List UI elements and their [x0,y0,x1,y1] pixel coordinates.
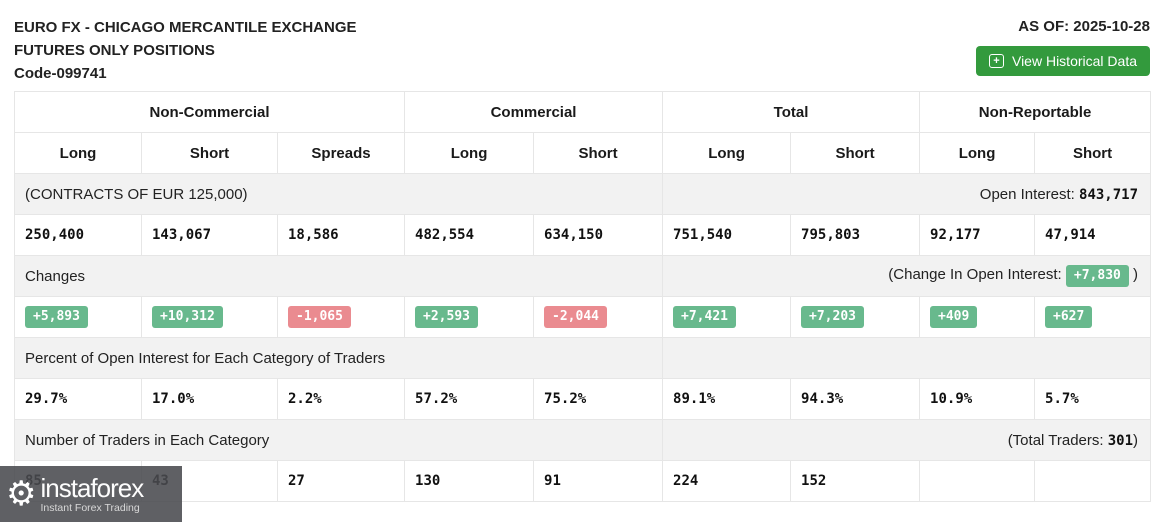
positions-cell: 751,540 [662,214,792,256]
positions-cell: 250,400 [14,214,142,256]
total-traders-value: 301 [1107,432,1134,449]
total-traders-prefix: (Total Traders: [1007,431,1108,449]
page-subtitle: FUTURES ONLY POSITIONS [14,42,215,59]
percent-label: Percent of Open Interest for Each Catego… [13,337,664,379]
column-header-row: Long Short Spreads Long Short Long Short… [14,132,1152,174]
change-badge: +10,312 [152,305,223,329]
percent-cell: 89.1% [662,378,792,420]
group-non-reportable: Non-Reportable [919,91,1152,133]
percent-band-empty [662,337,1152,379]
col-nonrep-long: Long [919,132,1036,174]
traders-cell [919,460,1036,502]
change-oi-badge: +7,830 [1065,264,1129,288]
open-interest-cell: Open Interest: 843,717 [662,173,1152,215]
positions-cell: 634,150 [533,214,664,256]
positions-row: 250,400 143,067 18,586 482,554 634,150 7… [14,214,1152,256]
contract-code: Code-099741 [14,65,107,82]
change-cell: +5,893 [14,296,142,338]
instaforex-logo: ⚙ instaforex Instant Forex Trading [0,466,182,522]
traders-cell: 27 [276,460,406,502]
group-non-commercial: Non-Commercial [13,91,406,133]
change-oi-suffix: ) [1128,265,1139,283]
change-badge: +409 [930,305,978,329]
col-total-long: Long [662,132,792,174]
header-right: AS OF: 2025-10-28 + View Historical Data [975,16,1150,76]
change-cell: +2,593 [404,296,535,338]
contracts-band-row: (CONTRACTS OF EUR 125,000) Open Interest… [13,173,1152,215]
percent-cell: 17.0% [141,378,278,420]
cot-positions-table: Non-Commercial Commercial Total Non-Repo… [13,91,1152,502]
gear-icon: ⚙ [6,474,37,514]
traders-row: 85 43 27 130 91 224 152 [14,460,1152,502]
change-badge: +7,421 [673,305,736,329]
positions-cell: 143,067 [141,214,278,256]
col-nonrep-short: Short [1034,132,1152,174]
changes-row: +5,893 +10,312 -1,065 +2,593 -2,044 +7,4… [14,296,1152,338]
as-of-date: AS OF: 2025-10-28 [1018,18,1150,35]
group-total: Total [662,91,921,133]
col-noncomm-spreads: Spreads [276,132,406,174]
col-comm-short: Short [533,132,664,174]
contracts-label: (CONTRACTS OF EUR 125,000) [13,173,664,215]
positions-cell: 92,177 [919,214,1036,256]
positions-cell: 795,803 [790,214,921,256]
col-noncomm-short: Short [141,132,278,174]
traders-cell: 91 [533,460,664,502]
calendar-plus-icon: + [988,54,1004,68]
change-badge: -2,044 [544,305,607,329]
positions-cell: 18,586 [276,214,406,256]
change-oi-prefix: (Change In Open Interest: [888,265,1066,283]
view-historical-data-label: View Historical Data [1011,53,1137,69]
col-total-short: Short [790,132,921,174]
change-badge: +5,893 [25,305,88,329]
traders-cell: 224 [662,460,792,502]
page-header: EURO FX - CHICAGO MERCANTILE EXCHANGE FU… [0,0,1164,91]
percent-cell: 29.7% [14,378,142,420]
open-interest-value: 843,717 [1079,186,1139,203]
change-cell: -1,065 [276,296,406,338]
change-badge: +7,203 [801,305,864,329]
instaforex-tagline: Instant Forex Trading [40,501,140,514]
percent-cell: 75.2% [533,378,664,420]
traders-cell: 130 [404,460,535,502]
positions-cell: 482,554 [404,214,535,256]
change-badge: -1,065 [288,305,351,329]
percent-row: 29.7% 17.0% 2.2% 57.2% 75.2% 89.1% 94.3%… [14,378,1152,420]
traders-cell [1034,460,1152,502]
change-cell: +627 [1034,296,1152,338]
change-cell: +10,312 [141,296,278,338]
percent-cell: 57.2% [404,378,535,420]
total-traders-cell: (Total Traders: 301) [662,419,1152,461]
percent-cell: 94.3% [790,378,921,420]
percent-band-row: Percent of Open Interest for Each Catego… [13,337,1152,379]
change-open-interest-cell: (Change In Open Interest: +7,830 ) [662,255,1152,297]
positions-cell: 47,914 [1034,214,1152,256]
traders-cell: 152 [790,460,921,502]
percent-cell: 2.2% [276,378,406,420]
change-badge: +2,593 [415,305,478,329]
page-title: EURO FX - CHICAGO MERCANTILE EXCHANGE [14,19,357,36]
change-cell: -2,044 [533,296,664,338]
percent-cell: 5.7% [1034,378,1152,420]
col-comm-long: Long [404,132,535,174]
change-cell: +409 [919,296,1036,338]
change-cell: +7,203 [790,296,921,338]
group-header-row: Non-Commercial Commercial Total Non-Repo… [13,91,1152,133]
change-badge: +627 [1045,305,1093,329]
instaforex-brand-text: instaforex [40,472,144,503]
changes-band-row: Changes (Change In Open Interest: +7,830… [13,255,1152,297]
open-interest-label: Open Interest: [979,185,1080,203]
traders-label: Number of Traders in Each Category [13,419,664,461]
col-noncomm-long: Long [14,132,142,174]
changes-label: Changes [13,255,664,297]
title-block: EURO FX - CHICAGO MERCANTILE EXCHANGE FU… [14,16,357,85]
change-cell: +7,421 [662,296,792,338]
group-commercial: Commercial [404,91,664,133]
total-traders-suffix: ) [1133,431,1139,449]
percent-cell: 10.9% [919,378,1036,420]
view-historical-data-button[interactable]: + View Historical Data [975,46,1150,76]
traders-band-row: Number of Traders in Each Category (Tota… [13,419,1152,461]
